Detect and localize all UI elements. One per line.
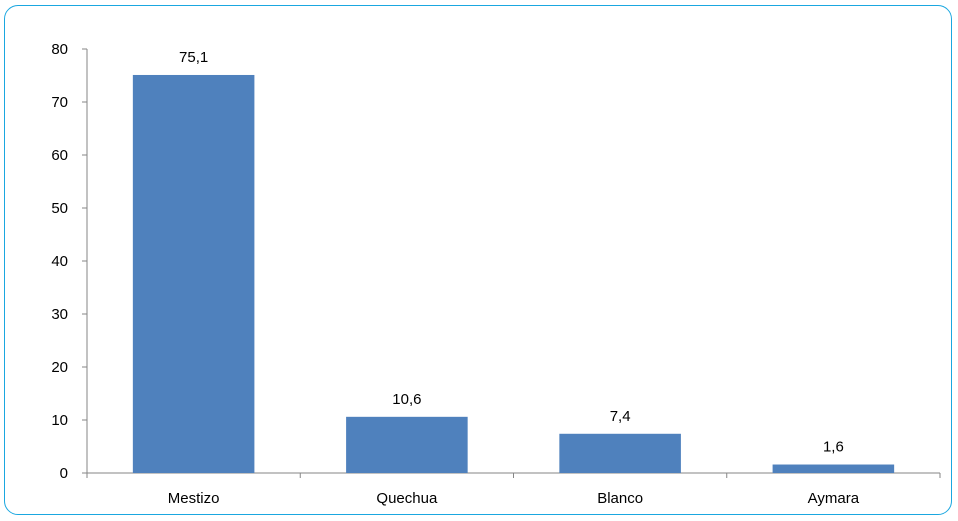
y-tick-label-30: 30 bbox=[51, 306, 68, 323]
data-label-blanco: 7,4 bbox=[610, 408, 631, 425]
y-tick-label-80: 80 bbox=[51, 41, 68, 58]
y-tick-label-10: 10 bbox=[51, 412, 68, 429]
bar-blanco bbox=[559, 433, 681, 473]
y-tick-label-20: 20 bbox=[51, 359, 68, 376]
labels: 75,1 Mestizo 10,6 Quechua 7,4 Blanco 1,6 Aymara bbox=[168, 49, 860, 507]
data-label-quechua: 10,6 bbox=[392, 391, 421, 408]
category-label-quechua: Quechua bbox=[376, 490, 438, 507]
y-tick-label-50: 50 bbox=[51, 200, 68, 217]
category-label-blanco: Blanco bbox=[597, 490, 643, 507]
bar-aymara bbox=[772, 464, 895, 473]
y-tick-label-0: 0 bbox=[60, 465, 68, 482]
y-tick-label-40: 40 bbox=[51, 253, 68, 270]
category-label-mestizo: Mestizo bbox=[168, 490, 220, 507]
y-tick-label-60: 60 bbox=[51, 147, 68, 164]
data-label-mestizo: 75,1 bbox=[179, 49, 208, 66]
bar-mestizo bbox=[132, 74, 255, 473]
category-label-aymara: Aymara bbox=[808, 490, 860, 507]
y-tick-label-70: 70 bbox=[51, 94, 68, 111]
bar-quechua bbox=[346, 416, 468, 473]
bars bbox=[132, 74, 895, 473]
data-label-aymara: 1,6 bbox=[823, 439, 844, 456]
